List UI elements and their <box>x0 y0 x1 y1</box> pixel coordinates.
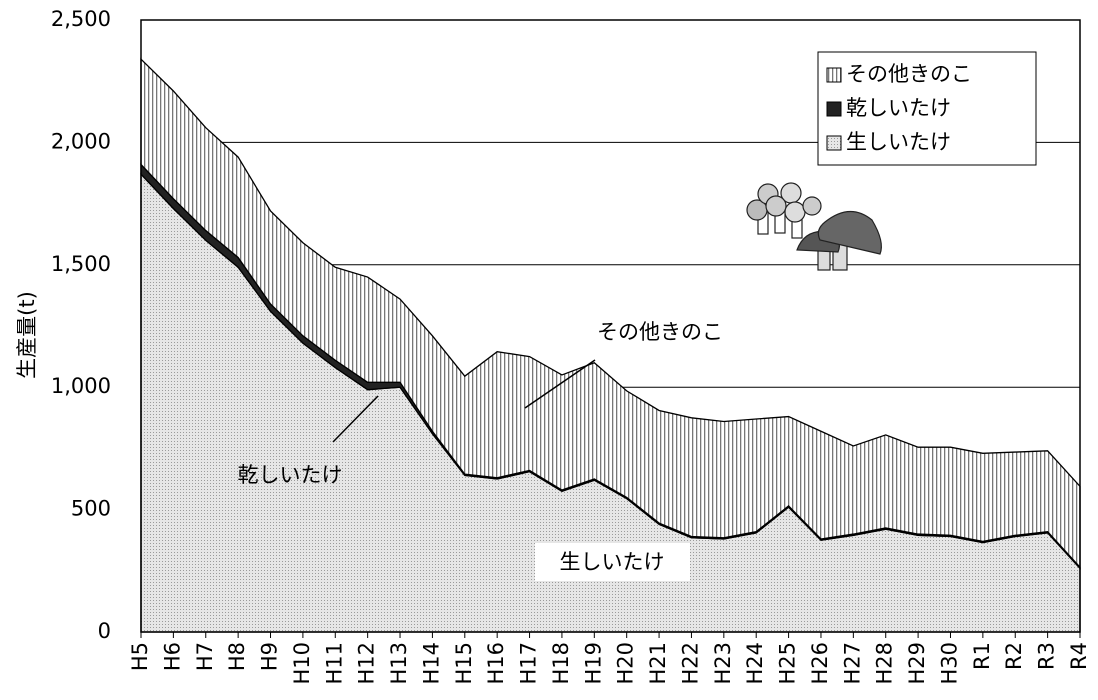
x-tick-label: H17 <box>517 642 541 685</box>
y-tick-label: 1,000 <box>51 374 111 398</box>
x-tick-label: H15 <box>452 642 476 685</box>
y-tick-label: 500 <box>71 497 111 521</box>
annotation: 生しいたけ <box>560 550 665 574</box>
x-tick-label: H27 <box>840 642 864 685</box>
x-tick-label: H8 <box>225 642 249 671</box>
legend-swatch <box>826 101 842 117</box>
annotation: その他きのこ <box>597 320 723 344</box>
x-tick-label: H26 <box>808 642 832 685</box>
x-tick-label: H18 <box>549 642 573 685</box>
x-tick-label: H12 <box>355 642 379 685</box>
x-tick-label: R2 <box>1002 642 1026 670</box>
x-tick-label: H23 <box>711 642 735 685</box>
y-tick-label: 2,000 <box>51 129 111 153</box>
x-tick-label: R1 <box>970 642 994 670</box>
x-tick-label: H9 <box>258 642 282 671</box>
x-tick-label: H5 <box>128 642 152 671</box>
x-tick-label: H7 <box>193 642 217 671</box>
leader-line <box>524 359 596 409</box>
legend-swatch <box>826 67 842 83</box>
annotation: 乾しいたけ <box>238 463 343 487</box>
annotation-bg <box>535 543 690 581</box>
legend-swatch <box>826 135 842 151</box>
x-tick-label: R4 <box>1067 642 1091 670</box>
x-tick-label: H28 <box>873 642 897 685</box>
x-tick-label: H13 <box>387 642 411 685</box>
legend-label: その他きのこ <box>846 62 972 86</box>
x-tick-label: R3 <box>1035 642 1059 670</box>
x-tick-label: H11 <box>322 642 346 685</box>
y-axis-label: 生産量(t) <box>15 291 39 379</box>
x-tick-label: H19 <box>581 642 605 685</box>
x-tick-label: H22 <box>678 642 702 685</box>
x-tick-label: H10 <box>290 642 314 685</box>
legend-label: 生しいたけ <box>846 130 951 154</box>
mushroom-icon <box>746 182 882 271</box>
x-tick-label: H16 <box>484 642 508 685</box>
x-tick-label: H25 <box>776 642 800 685</box>
x-tick-label: H21 <box>646 642 670 685</box>
x-tick-label: H14 <box>419 642 443 685</box>
plot-border <box>140 19 1081 633</box>
legend-box <box>817 51 1037 166</box>
y-tick-label: 0 <box>98 619 111 643</box>
leader-line <box>332 395 379 443</box>
x-tick-label: H24 <box>743 642 767 685</box>
x-tick-label: H6 <box>160 642 184 671</box>
x-tick-label: H30 <box>937 642 961 685</box>
y-tick-label: 2,500 <box>51 7 111 31</box>
x-tick-label: H20 <box>614 642 638 685</box>
y-tick-label: 1,500 <box>51 252 111 276</box>
x-tick-label: H29 <box>905 642 929 685</box>
legend-label: 乾しいたけ <box>846 96 951 120</box>
